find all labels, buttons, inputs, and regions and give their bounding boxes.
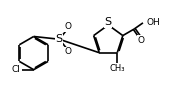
Text: CH₃: CH₃: [109, 64, 125, 73]
Text: O: O: [137, 36, 144, 45]
Text: Cl: Cl: [11, 65, 20, 74]
Text: OH: OH: [147, 18, 161, 27]
Text: S: S: [56, 34, 63, 44]
Text: O: O: [65, 22, 72, 31]
Text: O: O: [65, 47, 72, 56]
Text: S: S: [105, 17, 112, 27]
